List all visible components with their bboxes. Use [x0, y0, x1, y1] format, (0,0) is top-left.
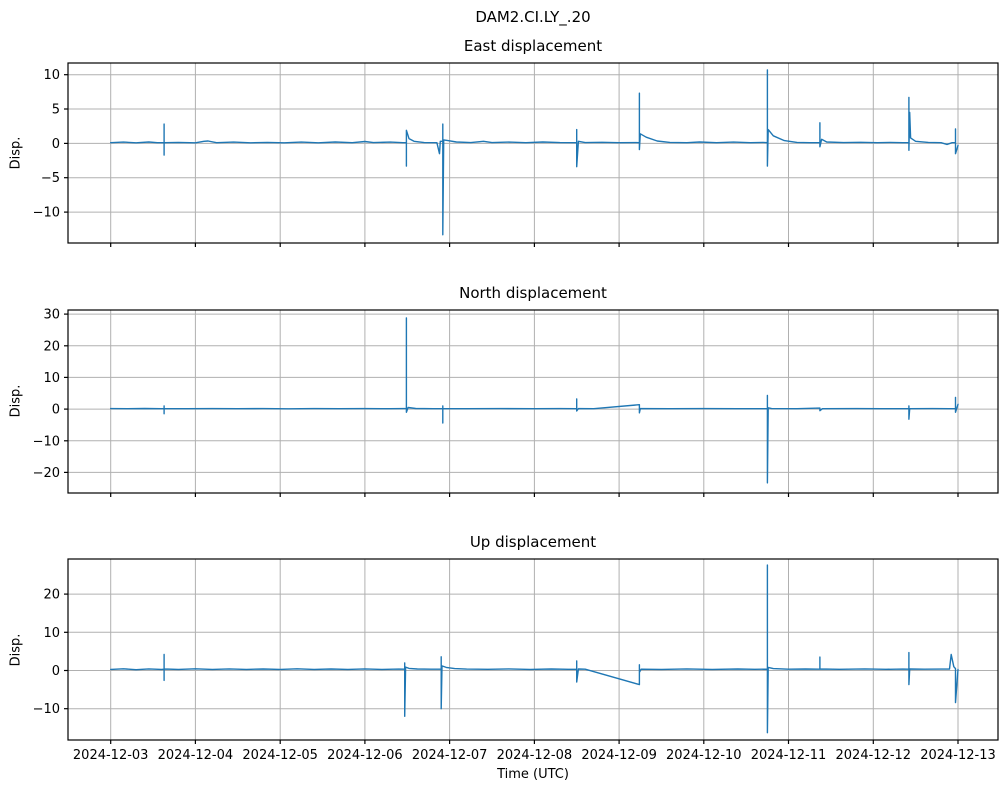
y-axis-label-up: Disp. — [8, 633, 24, 667]
x-tick-label: 2024-12-07 — [412, 748, 488, 763]
x-tick-label: 2024-12-09 — [581, 748, 657, 763]
y-tick-label: 5 — [52, 103, 60, 118]
x-tick-label: 2024-12-04 — [158, 748, 234, 763]
y-tick-label: 0 — [52, 664, 60, 679]
x-tick-label: 2024-12-10 — [666, 748, 742, 763]
displacement-series-line — [110, 69, 959, 236]
y-tick-label: −10 — [33, 206, 60, 221]
x-tick-label: 2024-12-11 — [751, 748, 827, 763]
subplot-title-east: East displacement — [463, 37, 603, 55]
subplot-title-north: North displacement — [459, 284, 607, 302]
y-tick-label: 20 — [43, 588, 60, 603]
axes-spine — [67, 558, 999, 741]
x-axis-label: Time (UTC) — [497, 767, 569, 782]
axes-spine — [67, 309, 999, 494]
y-tick-label: 10 — [43, 626, 60, 641]
x-tick-label: 2024-12-08 — [497, 748, 573, 763]
y-axis-label-north: Disp. — [8, 384, 24, 418]
y-tick-label: 0 — [52, 137, 60, 152]
displacement-series-line — [110, 564, 959, 734]
y-tick-label: −10 — [33, 434, 60, 449]
axes-spine — [67, 62, 999, 244]
y-tick-label: −10 — [33, 702, 60, 717]
figure-title: DAM2.CI.LY_.20 — [475, 8, 591, 26]
x-tick-label: 2024-12-03 — [73, 748, 149, 763]
x-tick-label: 2024-12-06 — [327, 748, 403, 763]
y-tick-label: 10 — [43, 371, 60, 386]
y-tick-label: 20 — [43, 339, 60, 354]
y-tick-label: −20 — [33, 466, 60, 481]
x-tick-label: 2024-12-05 — [242, 748, 318, 763]
y-tick-label: −5 — [41, 171, 60, 186]
y-tick-label: 0 — [52, 403, 60, 418]
y-tick-label: 30 — [43, 308, 60, 323]
subplot-title-up: Up displacement — [469, 533, 597, 551]
displacement-series-line — [110, 317, 959, 484]
x-tick-label: 2024-12-12 — [836, 748, 912, 763]
x-tick-label: 2024-12-13 — [920, 748, 996, 763]
y-axis-label-east: Disp. — [8, 136, 24, 170]
y-tick-label: 10 — [43, 68, 60, 83]
